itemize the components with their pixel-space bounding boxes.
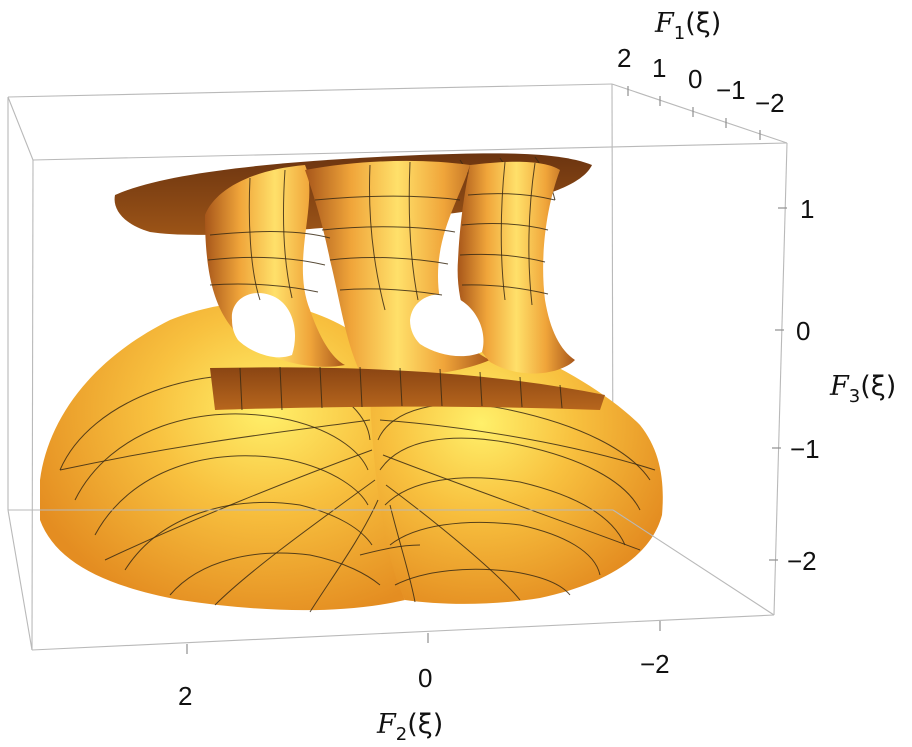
tick-marks [186, 86, 787, 654]
f3-tick-2: 0 [796, 316, 810, 346]
f3-tick-4: −2 [787, 546, 817, 576]
f1-tick-2: 1 [652, 53, 666, 83]
f3-tick-3: −1 [790, 434, 820, 464]
f3-tick-1: 1 [800, 194, 814, 224]
axis-f3: 1 0 −1 −2 F3(ξ) [787, 194, 896, 576]
f1-tick-4: −1 [716, 75, 746, 105]
axis-f1: 2 1 0 −1 −2 F1(ξ) [617, 8, 785, 118]
f3-axis-label: F3(ξ) [829, 371, 896, 407]
axis-f2: 2 0 −2 F2(ξ) [178, 649, 670, 745]
bounding-box-back [7, 83, 788, 511]
f1-tick-1: 2 [617, 43, 631, 73]
f2-tick-1: 2 [178, 681, 192, 711]
f2-tick-3: −2 [640, 649, 670, 679]
f2-tick-2: 0 [418, 663, 432, 693]
surface-tubes [205, 160, 605, 411]
bounding-box-front [7, 97, 788, 651]
f1-axis-label: F1(ξ) [654, 8, 721, 44]
f2-axis-label: F2(ξ) [376, 709, 443, 745]
f1-tick-5: −2 [755, 88, 785, 118]
f1-tick-3: 0 [688, 64, 702, 94]
